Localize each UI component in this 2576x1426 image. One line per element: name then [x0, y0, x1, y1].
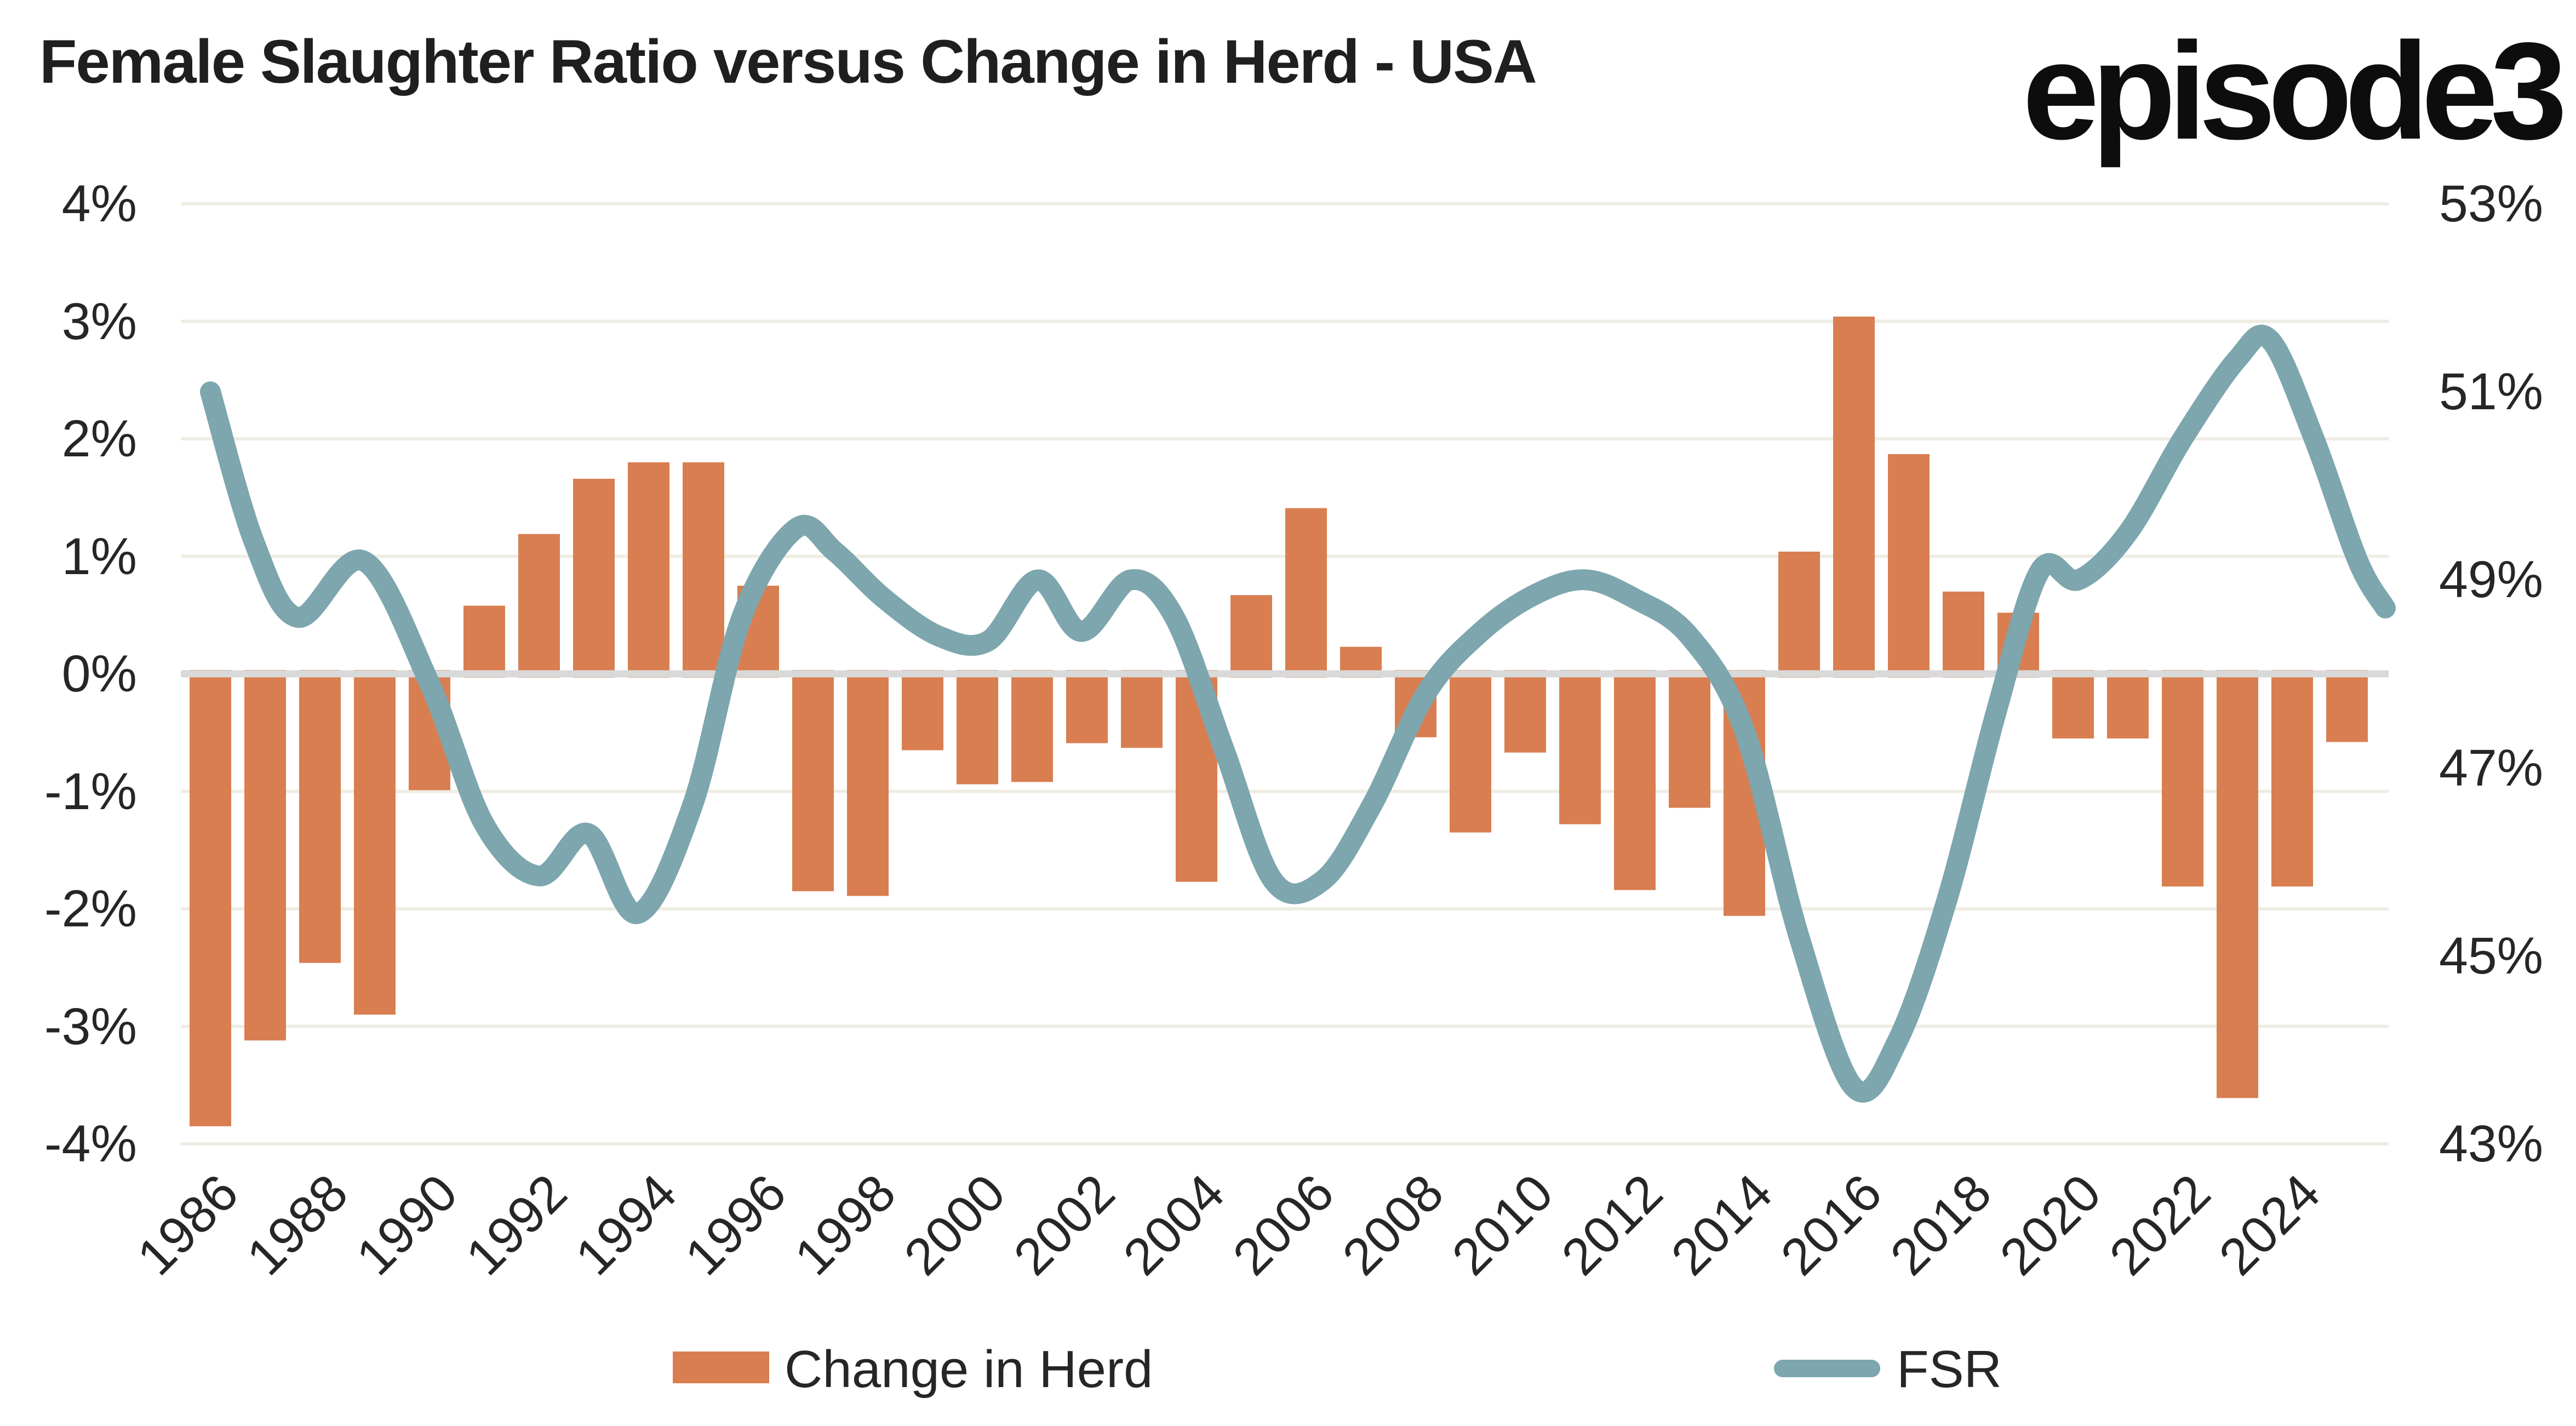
bar-1992 [518, 534, 560, 678]
bar-1995 [683, 462, 724, 678]
left-axis-tick-2%: 2% [61, 410, 137, 468]
bar-2022 [2162, 670, 2203, 887]
bar-1993 [573, 478, 615, 678]
bar-1988 [299, 670, 341, 963]
bar-2017 [1888, 454, 1930, 678]
right-axis-tick-43%: 43% [2439, 1115, 2544, 1173]
bar-2006 [1285, 508, 1327, 678]
bar-2020 [2052, 670, 2094, 738]
bar-1986 [190, 670, 231, 1126]
left-axis-tick-0%: 0% [61, 645, 137, 703]
right-axis-tick-45%: 45% [2439, 926, 2544, 985]
bar-2009 [1450, 670, 1491, 833]
bar-1994 [628, 462, 669, 678]
bar-2023 [2217, 670, 2258, 1098]
fsr-line-path [200, 324, 2396, 1103]
bar-2001 [1011, 670, 1053, 782]
right-axis-tick-51%: 51% [2439, 363, 2544, 421]
left-axis-tick-4%: 4% [61, 175, 137, 233]
change-in-herd-bars [190, 316, 2368, 1126]
bar-2011 [1559, 670, 1601, 824]
page-title: Female Slaughter Ratio versus Change in … [39, 27, 1537, 96]
bar-2010 [1504, 670, 1546, 753]
bar-2024 [2271, 670, 2313, 887]
left-axis-tick-3%: 3% [61, 292, 137, 351]
bar-1991 [463, 605, 505, 678]
fsr-line-swatch [1774, 1360, 1880, 1377]
bar-2021 [2107, 670, 2149, 738]
bar-1989 [354, 670, 396, 1015]
bar-2005 [1230, 595, 1272, 678]
bar-2016 [1833, 316, 1875, 678]
left-axis-tick--4%: -4% [44, 1115, 137, 1173]
bar-2002 [1066, 670, 1108, 743]
fsr-line [200, 324, 2396, 1103]
bar-1987 [244, 670, 286, 1041]
bar-2018 [1943, 591, 1984, 678]
bar-2025 [2326, 670, 2368, 742]
bar-2013 [1669, 670, 1710, 808]
bar-1998 [847, 670, 889, 896]
right-axis-tick-47%: 47% [2439, 738, 2544, 797]
episode3-logo: episode3 [2022, 14, 2567, 168]
right-axis-tick-49%: 49% [2439, 551, 2544, 609]
left-axis-tick--1%: -1% [44, 762, 137, 821]
change-in-herd-legend-label: Change in Herd [785, 1340, 1153, 1399]
gridlines [181, 202, 2389, 1146]
fsr-legend-label: FSR [1897, 1340, 2002, 1399]
right-axis-tick-53%: 53% [2439, 175, 2544, 233]
left-axis-tick-1%: 1% [61, 527, 137, 586]
bar-2015 [1778, 551, 1820, 678]
left-axis-tick--2%: -2% [44, 880, 137, 938]
left-axis-tick--3%: -3% [44, 997, 137, 1056]
bar-1999 [902, 670, 943, 751]
bar-2012 [1614, 670, 1656, 890]
change-in-herd-swatch [673, 1351, 769, 1383]
bar-2000 [957, 670, 998, 784]
bar-1997 [792, 670, 834, 891]
bar-2003 [1121, 670, 1163, 748]
